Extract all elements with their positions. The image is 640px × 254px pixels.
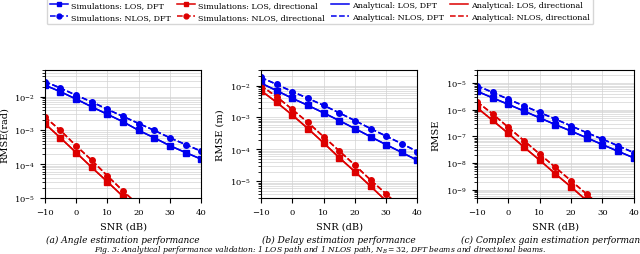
Title: (a) Angle estimation performance: (a) Angle estimation performance bbox=[46, 235, 200, 244]
Y-axis label: RMSE(rad): RMSE(rad) bbox=[0, 107, 8, 163]
X-axis label: SNR (dB): SNR (dB) bbox=[100, 221, 147, 230]
Text: Fig. 3: Analytical performance validation: 1 LOS path and 1 NLOS path, $N_B = 32: Fig. 3: Analytical performance validatio… bbox=[94, 244, 546, 254]
Legend: Simulations: LOS, DFT, Simulations: NLOS, DFT, Simulations: LOS, directional, Si: Simulations: LOS, DFT, Simulations: NLOS… bbox=[47, 0, 593, 25]
Y-axis label: RMSE (m): RMSE (m) bbox=[216, 109, 225, 160]
X-axis label: SNR (dB): SNR (dB) bbox=[316, 221, 363, 230]
Title: (b) Delay estimation performance: (b) Delay estimation performance bbox=[262, 235, 416, 244]
X-axis label: SNR (dB): SNR (dB) bbox=[532, 221, 579, 230]
Y-axis label: RMSE: RMSE bbox=[432, 119, 441, 150]
Title: (c) Complex gain estimation performance: (c) Complex gain estimation performance bbox=[461, 235, 640, 244]
